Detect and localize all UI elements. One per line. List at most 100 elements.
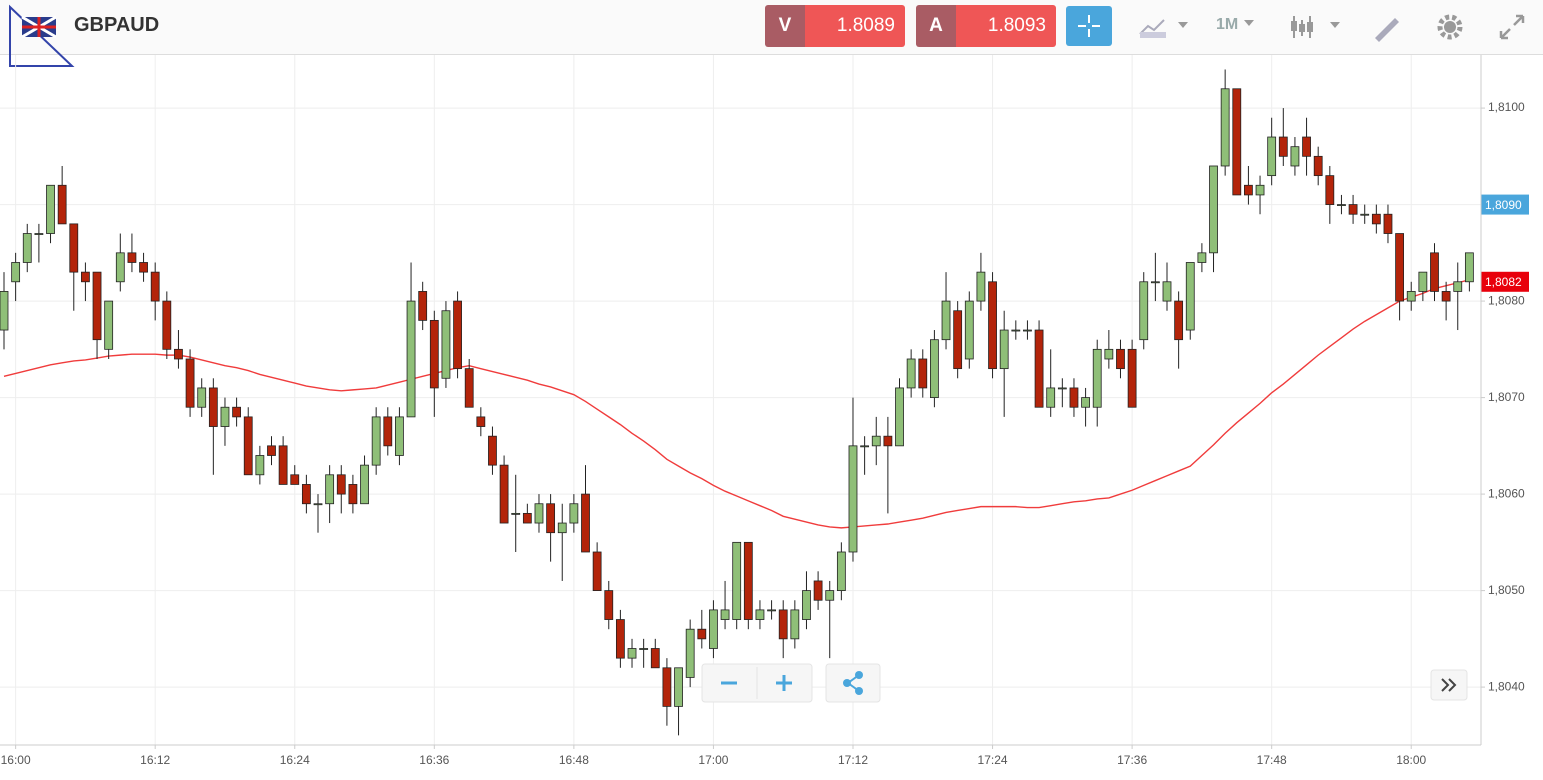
candle-body bbox=[243, 416, 253, 476]
candle-body bbox=[1011, 329, 1021, 332]
candle-body bbox=[1197, 252, 1207, 263]
candle-body bbox=[488, 435, 497, 466]
candle-body bbox=[197, 387, 207, 408]
symbol-icon bbox=[9, 4, 75, 67]
candle-body bbox=[232, 406, 242, 418]
candle-body bbox=[1104, 348, 1114, 360]
candle-body bbox=[557, 522, 567, 534]
y-tick-label: 1,8080 bbox=[1488, 293, 1525, 307]
price-tag bbox=[1481, 194, 1529, 215]
candle-body bbox=[511, 512, 521, 515]
candle-body bbox=[1395, 233, 1404, 302]
candle-body bbox=[1150, 281, 1160, 284]
candle-body bbox=[1162, 281, 1172, 302]
candle-body bbox=[976, 271, 986, 302]
candle-body bbox=[848, 445, 858, 553]
chart-type-button[interactable] bbox=[1136, 12, 1196, 42]
candle-body bbox=[709, 609, 718, 649]
candle-body bbox=[1418, 271, 1428, 292]
candle-body bbox=[464, 368, 474, 408]
candle-body bbox=[755, 609, 765, 620]
x-tick-label: 17:48 bbox=[1257, 753, 1287, 767]
candle-body bbox=[267, 445, 276, 456]
candle-body bbox=[1325, 175, 1335, 205]
candle-body bbox=[569, 503, 579, 524]
candle-body bbox=[790, 609, 800, 640]
candle-body bbox=[313, 503, 323, 506]
x-tick-label: 17:00 bbox=[698, 753, 728, 767]
price-tag-label: 1,8082 bbox=[1485, 275, 1522, 289]
candle-body bbox=[592, 551, 602, 591]
fullscreen-button[interactable] bbox=[1497, 12, 1527, 42]
candle-body bbox=[57, 184, 67, 225]
candle-body bbox=[813, 580, 823, 601]
zoom-in[interactable] bbox=[776, 675, 792, 691]
candle-body bbox=[150, 271, 160, 302]
candle-body bbox=[1209, 165, 1218, 254]
candle-body bbox=[81, 271, 90, 283]
candle-body bbox=[674, 667, 683, 707]
candle-body bbox=[522, 512, 532, 524]
candle-body bbox=[1313, 155, 1323, 177]
crosshair-button[interactable] bbox=[1066, 6, 1112, 46]
candle-body bbox=[918, 358, 928, 389]
candle-body bbox=[185, 358, 195, 408]
candle-body bbox=[778, 609, 788, 640]
price-tag bbox=[1481, 271, 1529, 292]
candle-body bbox=[650, 648, 660, 669]
candle-body bbox=[1081, 397, 1090, 408]
candle-body bbox=[325, 474, 335, 505]
candle-body bbox=[139, 262, 148, 273]
candle-body bbox=[1244, 184, 1253, 196]
x-tick-label: 18:00 bbox=[1396, 753, 1426, 767]
x-tick-label: 16:36 bbox=[419, 753, 449, 767]
plot: 1,8040 1,8050 1,8060 1,8070 1,8080 1,8090 1,81… bbox=[0, 55, 1529, 767]
candle-body bbox=[1220, 88, 1230, 167]
draw-button[interactable] bbox=[1372, 12, 1402, 42]
symbol[interactable]: GBPAUD bbox=[74, 14, 160, 36]
candle-body bbox=[1092, 348, 1102, 408]
candle-body bbox=[34, 233, 44, 235]
moving-average bbox=[3, 279, 1470, 529]
candle-body bbox=[1255, 184, 1265, 196]
candle-body bbox=[697, 628, 707, 640]
candle-body bbox=[1348, 204, 1358, 215]
x-tick-label: 17:12 bbox=[838, 753, 868, 767]
candle-body bbox=[1371, 213, 1381, 225]
candle-body bbox=[732, 541, 742, 620]
y-tick-label: 1,8070 bbox=[1488, 390, 1525, 404]
candle-body bbox=[767, 609, 776, 612]
candle-body bbox=[1302, 136, 1311, 157]
candles-button[interactable] bbox=[1288, 12, 1348, 42]
buy-label: A bbox=[916, 5, 956, 47]
candle-body bbox=[220, 406, 230, 427]
candle-body bbox=[953, 310, 963, 370]
candle-body bbox=[988, 281, 997, 370]
x-tick-label: 16:24 bbox=[280, 753, 310, 767]
candle-body bbox=[546, 503, 556, 534]
sell-button[interactable]: V 1.8089 bbox=[765, 5, 905, 47]
sell-label: V bbox=[765, 5, 805, 47]
candle-body bbox=[871, 435, 881, 447]
candle-body bbox=[301, 484, 311, 505]
candle-body bbox=[46, 184, 55, 234]
y-tick-label: 1,8040 bbox=[1488, 679, 1525, 693]
candle-body bbox=[1057, 387, 1067, 390]
x-tick-label: 17:36 bbox=[1117, 753, 1147, 767]
buy-button[interactable]: A 1.8093 bbox=[916, 5, 1056, 47]
candle-body bbox=[127, 252, 137, 263]
candle-body bbox=[1267, 136, 1277, 177]
candle-body bbox=[92, 271, 102, 341]
candle-body bbox=[883, 435, 893, 447]
candle-body bbox=[1185, 262, 1195, 331]
timeframe[interactable]: 1M bbox=[1216, 16, 1239, 33]
candle-body bbox=[802, 590, 811, 620]
candle-body bbox=[336, 474, 346, 495]
candle-body bbox=[69, 223, 79, 273]
candle-body bbox=[615, 619, 625, 659]
candle-body bbox=[1383, 213, 1393, 234]
settings-button[interactable] bbox=[1435, 12, 1465, 42]
share-button[interactable] bbox=[825, 663, 881, 703]
candle-body bbox=[1023, 329, 1032, 332]
